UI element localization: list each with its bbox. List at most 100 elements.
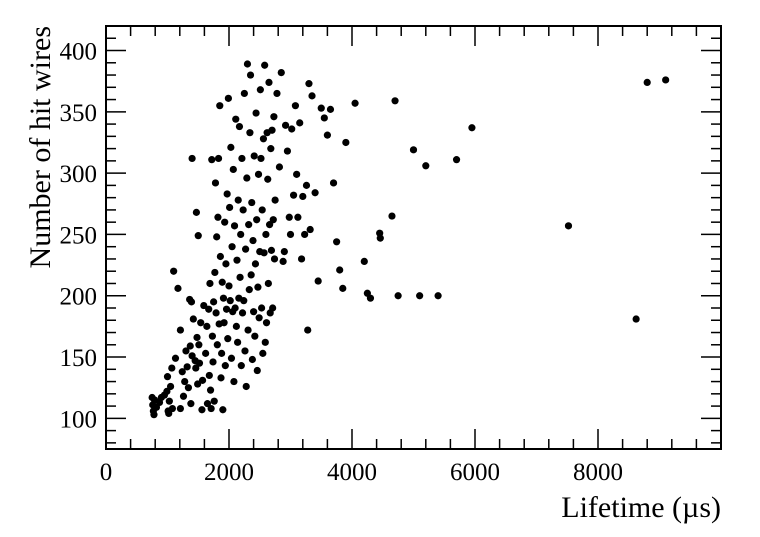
data-point [394,292,402,300]
data-point [230,222,239,230]
data-point [391,97,399,105]
data-point [257,304,266,312]
data-point [216,252,224,261]
data-point [217,374,225,382]
x-tick-label: 4000 [327,459,377,486]
data-point [218,349,226,357]
data-point [182,347,190,355]
data-point [250,308,258,316]
data-point [240,89,248,98]
data-point [248,198,256,207]
data-point [229,165,237,174]
data-point [224,335,232,343]
data-points [148,60,670,419]
data-point [181,377,189,386]
data-point [226,203,234,212]
data-point [342,138,350,147]
data-point [333,238,341,246]
data-point [250,152,258,160]
data-point [422,162,430,170]
data-point [326,105,335,113]
data-point [238,309,247,317]
data-point [189,315,197,323]
data-point [297,255,306,263]
data-point [210,298,218,306]
data-point [254,170,263,178]
data-point [168,404,177,413]
data-point [246,129,254,137]
data-point [242,245,250,253]
data-point [227,354,236,362]
data-point [238,154,246,163]
data-point [234,196,242,204]
data-point [195,359,204,367]
data-point [233,256,241,264]
data-point [219,294,228,302]
plot-frame [105,25,722,450]
data-point [210,397,218,405]
data-point [302,181,311,189]
data-point [259,135,268,143]
data-point [299,192,307,201]
data-point [230,377,238,386]
data-point [336,266,344,274]
data-point [264,279,272,288]
data-point [227,143,235,151]
data-point [234,338,242,346]
data-point [643,78,651,86]
data-point [468,124,476,132]
data-point [255,314,263,322]
data-point [228,243,236,251]
data-point [245,286,253,294]
data-point [163,387,171,395]
data-point [176,326,185,334]
data-point [235,122,244,131]
data-point [207,404,215,413]
y-tick-label: 400 [60,39,98,66]
x-tick-label: 6000 [450,459,500,486]
data-point [171,354,180,362]
data-point [239,206,247,214]
data-point [212,309,220,317]
data-point [254,283,262,291]
data-point [195,341,203,349]
data-point [209,358,217,366]
x-axis-label: Lifetime (µs) [561,491,721,524]
data-point [150,411,158,419]
data-point [237,230,245,239]
x-tick-label: 2000 [204,459,254,486]
data-point [236,273,244,281]
data-point [323,131,331,139]
data-point [174,284,182,292]
data-point [259,349,267,357]
data-point [211,179,220,187]
y-tick-label: 300 [60,161,98,188]
data-point [166,382,175,391]
data-point [314,277,322,285]
data-point [296,119,304,127]
data-point [178,368,186,376]
data-point [194,380,202,388]
data-point [270,113,278,121]
data-point [192,364,200,372]
data-point [224,94,232,102]
data-point [218,278,226,286]
data-point [434,292,442,300]
data-point [226,297,234,305]
data-point [308,92,316,100]
data-point [241,347,249,355]
data-point [213,341,221,349]
y-tick-label: 350 [60,100,98,127]
data-point [265,221,274,229]
data-point [270,255,279,263]
data-point [264,175,272,183]
y-tick-label: 150 [60,345,98,372]
data-point [304,326,312,334]
data-point [208,156,216,164]
data-point [632,315,640,323]
data-point [260,249,268,257]
data-point [662,76,670,84]
data-point [165,397,173,405]
data-point [293,170,301,178]
data-point [366,294,375,302]
